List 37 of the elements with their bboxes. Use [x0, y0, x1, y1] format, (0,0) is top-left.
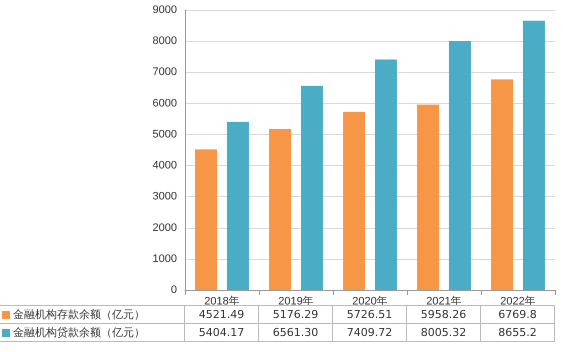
bar [374, 59, 397, 290]
y-tick-label: 5000 [152, 128, 177, 140]
x-tick-label: 2020年 [352, 296, 388, 308]
bar [195, 149, 218, 290]
text: 5404.17 [198, 326, 244, 339]
y-tick-label: 6000 [152, 97, 177, 110]
text: 8655.2 [498, 326, 537, 339]
y-tick-label: 7000 [152, 66, 177, 78]
legend-label: 金融机构存款余额（亿元） [0, 306, 184, 324]
bar [269, 128, 292, 290]
bar [491, 79, 514, 290]
x-tick-label: 2022年 [500, 296, 536, 308]
bar [300, 86, 323, 290]
text: 5958.26 [420, 308, 466, 321]
text: 7409.72 [346, 326, 392, 339]
bar [522, 20, 545, 290]
text: 8005.32 [420, 326, 466, 339]
text: 6561.30 [272, 326, 318, 339]
bar [343, 112, 366, 290]
y-tick-label: 4000 [152, 160, 177, 172]
text: 4521.49 [198, 308, 244, 321]
text: 5726.51 [346, 308, 392, 321]
x-tick-label: 2019年 [278, 296, 314, 308]
y-tick-label: 8000 [152, 35, 177, 48]
legend-label: 金融机构贷款余额（亿元） [0, 324, 184, 342]
bar [448, 40, 471, 290]
y-tick-label: 1000 [152, 252, 177, 265]
x-tick-label: 2021年 [426, 296, 462, 308]
text: 5176.29 [272, 308, 318, 321]
text: 6769.8 [498, 308, 537, 321]
y-tick-label: 3000 [152, 190, 177, 203]
y-tick-label: 2000 [152, 222, 177, 234]
bar [226, 122, 249, 290]
y-tick-label: 0 [170, 284, 177, 296]
x-tick-label: 2018年 [204, 296, 240, 308]
y-tick-label: 9000 [152, 4, 177, 16]
bar [417, 104, 440, 290]
